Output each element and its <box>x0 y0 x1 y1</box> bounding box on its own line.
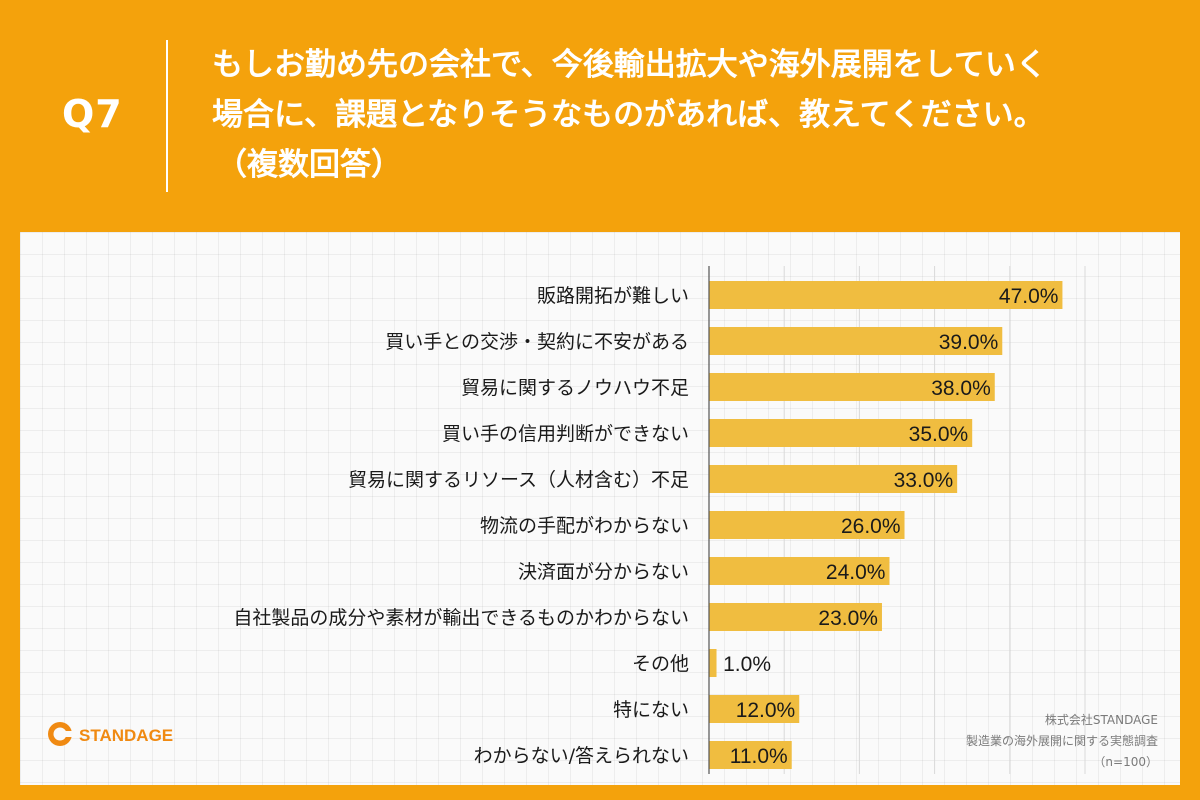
logo-text: STANDAGE <box>79 726 173 745</box>
category-label: 自社製品の成分や素材が輸出できるものかわからない <box>233 607 689 629</box>
bar <box>709 603 882 631</box>
value-label: 11.0% <box>730 745 788 768</box>
question-header: Q7 もしお勤め先の会社で、今後輸出拡大や海外展開をしていく 場合に、課題となり… <box>0 0 1200 232</box>
value-label: 33.0% <box>894 469 954 492</box>
bar <box>709 465 958 493</box>
category-label: 物流の手配がわからない <box>480 515 689 537</box>
bar <box>709 327 1003 355</box>
category-label: 特にない <box>613 699 689 721</box>
question-line: （複数回答） <box>216 147 402 183</box>
value-label: 38.0% <box>931 377 991 400</box>
chart-panel: 販路開拓が難しい 47.0% 買い手との交渉・契約に不安がある 39.0% 貿易に関する… <box>20 232 1180 785</box>
category-label: 貿易に関するノウハウ不足 <box>461 377 689 399</box>
bar <box>709 649 717 677</box>
category-label: その他 <box>632 653 689 675</box>
category-label: 貿易に関するリソース（人材含む）不足 <box>348 469 689 491</box>
source-note: 株式会社STANDAGE 製造業の海外展開に関する実態調査 （n=100） <box>966 710 1158 773</box>
source-survey: 製造業の海外展開に関する実態調査 <box>965 734 1158 748</box>
value-label: 26.0% <box>841 515 901 538</box>
standage-logo: STANDAGE <box>48 722 173 746</box>
question-line: もしお勤め先の会社で、今後輸出拡大や海外展開をしていく <box>212 47 1047 83</box>
bar <box>709 281 1063 309</box>
bar <box>709 695 800 723</box>
category-label: 買い手の信用判断ができない <box>442 423 689 445</box>
value-label: 35.0% <box>909 423 969 446</box>
category-label: 販路開拓が難しい <box>537 285 689 307</box>
category-label: わからない/答えられない <box>474 745 689 767</box>
bar-chart: 販路開拓が難しい 47.0% 買い手との交渉・契約に不安がある 39.0% 貿易に関する… <box>233 266 1086 774</box>
value-label: 12.0% <box>736 699 796 722</box>
question-line: 場合に、課題となりそうなものがあれば、教えてください。 <box>212 97 1045 133</box>
source-company: 株式会社STANDAGE <box>1044 713 1158 727</box>
value-label: 47.0% <box>999 285 1059 308</box>
value-label: 23.0% <box>818 607 878 630</box>
header-divider <box>166 40 168 192</box>
bar <box>709 511 905 539</box>
question-text: もしお勤め先の会社で、今後輸出拡大や海外展開をしていく 場合に、課題となりそうな… <box>212 40 1172 190</box>
category-label: 決済面が分からない <box>518 561 689 583</box>
source-sample: （n=100） <box>1093 755 1158 769</box>
bar <box>709 373 995 401</box>
bar <box>709 419 973 447</box>
bar <box>709 557 890 585</box>
question-number: Q7 <box>62 92 123 136</box>
bar <box>709 741 792 769</box>
value-label: 1.0% <box>723 653 771 676</box>
value-label: 24.0% <box>826 561 886 584</box>
category-label: 買い手との交渉・契約に不安がある <box>385 331 689 353</box>
value-label: 39.0% <box>939 331 999 354</box>
